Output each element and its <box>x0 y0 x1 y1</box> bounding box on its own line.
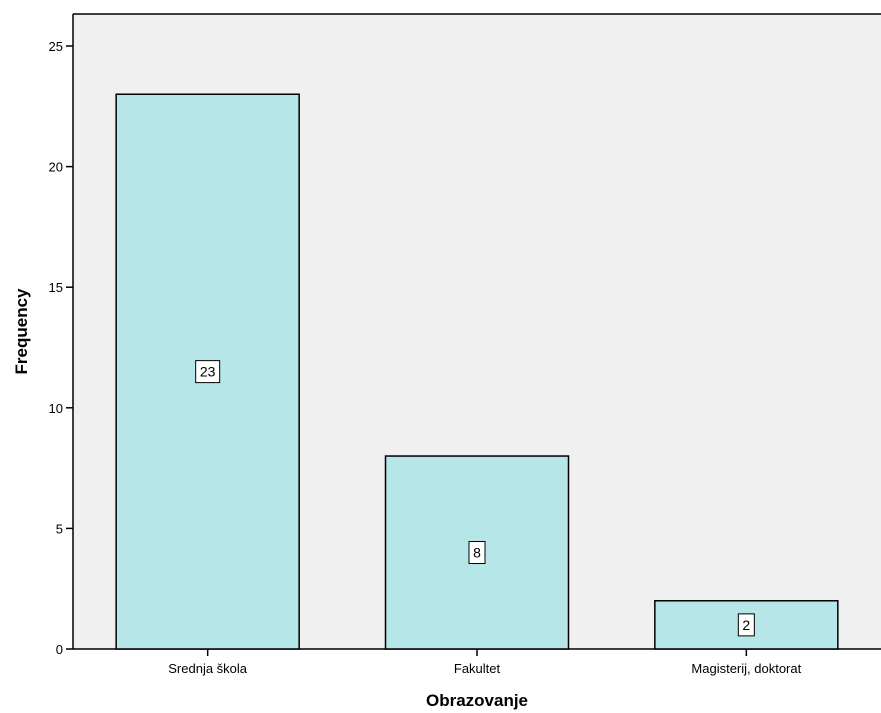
x-tick-label: Fakultet <box>454 661 501 676</box>
data-label-box <box>468 541 486 565</box>
y-tick-label: 5 <box>56 521 63 536</box>
data-label-box <box>737 613 755 637</box>
data-label: 2 <box>742 617 750 633</box>
x-tick-label: Srednja škola <box>168 661 248 676</box>
y-tick-label: 0 <box>56 642 63 657</box>
data-label: 23 <box>200 364 216 380</box>
x-tick-labels: Srednja škola Fakultet Magisterij, doktora… <box>168 649 802 676</box>
x-axis-title: Obrazovanje <box>426 691 528 710</box>
x-tick-label: Magisterij, doktorat <box>691 661 801 676</box>
y-axis-title: Frequency <box>12 288 31 375</box>
y-tick-label: 10 <box>49 401 63 416</box>
bars: 23 8 2 <box>115 93 839 650</box>
y-tick-label: 15 <box>49 280 63 295</box>
y-tick-label: 25 <box>49 39 63 54</box>
data-label: 8 <box>473 545 481 561</box>
y-tick-label: 20 <box>49 160 63 175</box>
y-ticks: 0 5 10 15 20 25 <box>49 39 73 657</box>
data-label-box <box>195 360 221 384</box>
